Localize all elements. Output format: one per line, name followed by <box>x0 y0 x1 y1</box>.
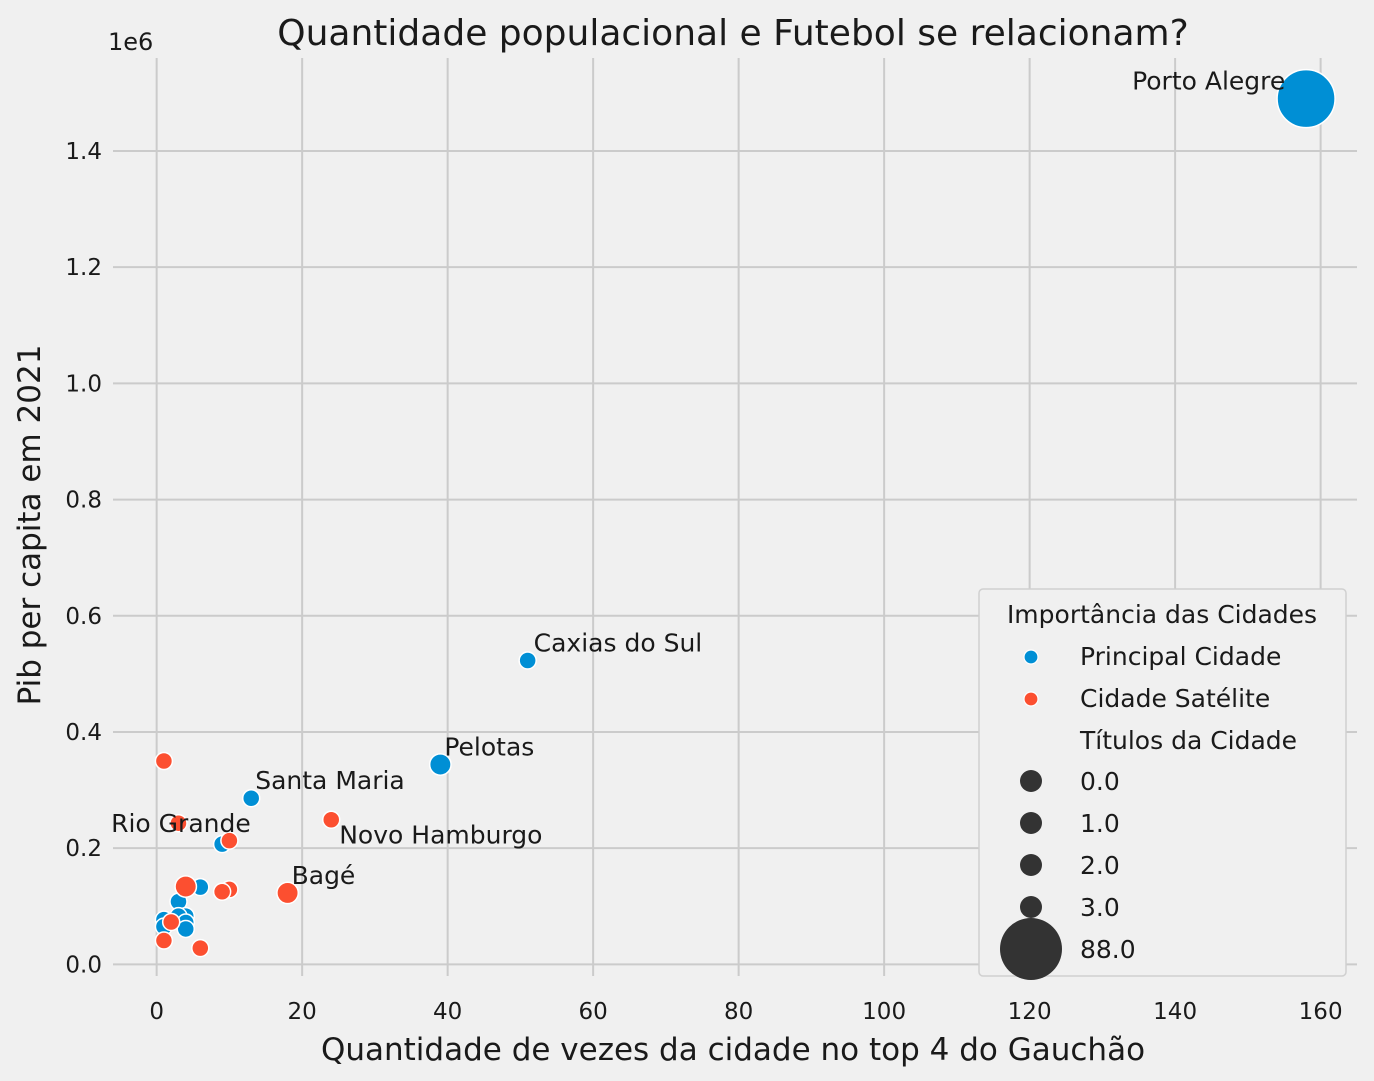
x-axis-ticks: 0 20 40 60 80 100 120 140 160 <box>149 999 1342 1025</box>
legend-size-title: Títulos da Cidade <box>1079 726 1297 755</box>
x-tick-label: 40 <box>433 999 462 1025</box>
point-label: Pelotas <box>444 733 534 762</box>
x-tick-label: 80 <box>724 999 753 1025</box>
point-labels: Porto Alegre Caxias do Sul Pelotas Santa Ma… <box>111 67 1285 890</box>
data-point <box>428 753 452 776</box>
data-point <box>321 810 341 829</box>
y-tick-label: 0.4 <box>65 720 102 746</box>
data-point <box>1276 68 1336 129</box>
legend-hue-title: Importância das Cidades <box>1007 600 1317 629</box>
legend-size-0-marker <box>1020 770 1042 792</box>
y-offset-label: 1e6 <box>108 28 153 56</box>
x-tick-label: 100 <box>862 999 906 1025</box>
y-tick-label: 0.6 <box>65 604 102 630</box>
y-tick-label: 1.2 <box>65 255 102 281</box>
legend-size-1-marker <box>1020 812 1042 834</box>
data-points <box>154 68 1336 958</box>
legend-size-3-marker <box>1020 896 1042 918</box>
legend-box <box>978 588 1347 977</box>
chart-title: Quantidade populacional e Futebol se rel… <box>277 13 1188 54</box>
legend-satelite-label: Cidade Satélite <box>1080 684 1270 713</box>
data-point <box>191 938 210 958</box>
data-point <box>161 912 181 932</box>
y-tick-label: 0.8 <box>65 488 102 514</box>
legend-size-2-label: 2.0 <box>1080 851 1120 880</box>
point-label: Caxias do Sul <box>534 629 703 658</box>
legend-size-1-label: 1.0 <box>1080 809 1120 838</box>
x-tick-label: 60 <box>578 999 607 1025</box>
data-point <box>174 875 198 898</box>
point-label: Rio Grande <box>111 809 251 838</box>
point-label: Santa Maria <box>255 766 405 795</box>
x-tick-label: 140 <box>1153 999 1197 1025</box>
y-tick-label: 0.0 <box>65 952 102 978</box>
data-point <box>276 881 300 905</box>
x-tick-label: 0 <box>149 999 164 1025</box>
y-tick-label: 1.4 <box>65 139 102 165</box>
legend-principal-marker <box>1023 649 1039 665</box>
y-axis-ticks: 0.0 0.2 0.4 0.6 0.8 1.0 1.2 1.4 <box>65 139 102 978</box>
data-point <box>212 882 232 902</box>
y-tick-label: 0.2 <box>65 836 102 862</box>
point-label: Porto Alegre <box>1132 67 1285 96</box>
point-label: Bagé <box>292 861 356 890</box>
legend-size-88-marker <box>1000 918 1062 980</box>
legend-size-0-label: 0.0 <box>1080 767 1120 796</box>
legend-principal-label: Principal Cidade <box>1080 642 1281 671</box>
data-point <box>518 651 537 670</box>
data-point <box>169 813 188 833</box>
x-tick-label: 120 <box>1008 999 1052 1025</box>
legend: Importância das Cidades Principal Cidade… <box>978 588 1347 980</box>
y-axis-label: Pib per capita em 2021 <box>12 345 48 706</box>
point-label: Novo Hamburgo <box>339 821 542 850</box>
legend-size-88-label: 88.0 <box>1080 935 1136 964</box>
data-point <box>154 931 174 950</box>
data-point <box>241 788 261 808</box>
legend-satelite-marker <box>1023 691 1039 707</box>
legend-size-3-label: 3.0 <box>1080 893 1120 922</box>
x-axis-label: Quantidade de vezes da cidade no top 4 d… <box>321 1032 1145 1068</box>
data-point <box>220 831 239 850</box>
data-point <box>154 751 174 771</box>
legend-size-2-marker <box>1020 854 1042 876</box>
x-tick-label: 160 <box>1299 999 1343 1025</box>
x-tick-label: 20 <box>288 999 317 1025</box>
y-tick-label: 1.0 <box>65 371 102 397</box>
